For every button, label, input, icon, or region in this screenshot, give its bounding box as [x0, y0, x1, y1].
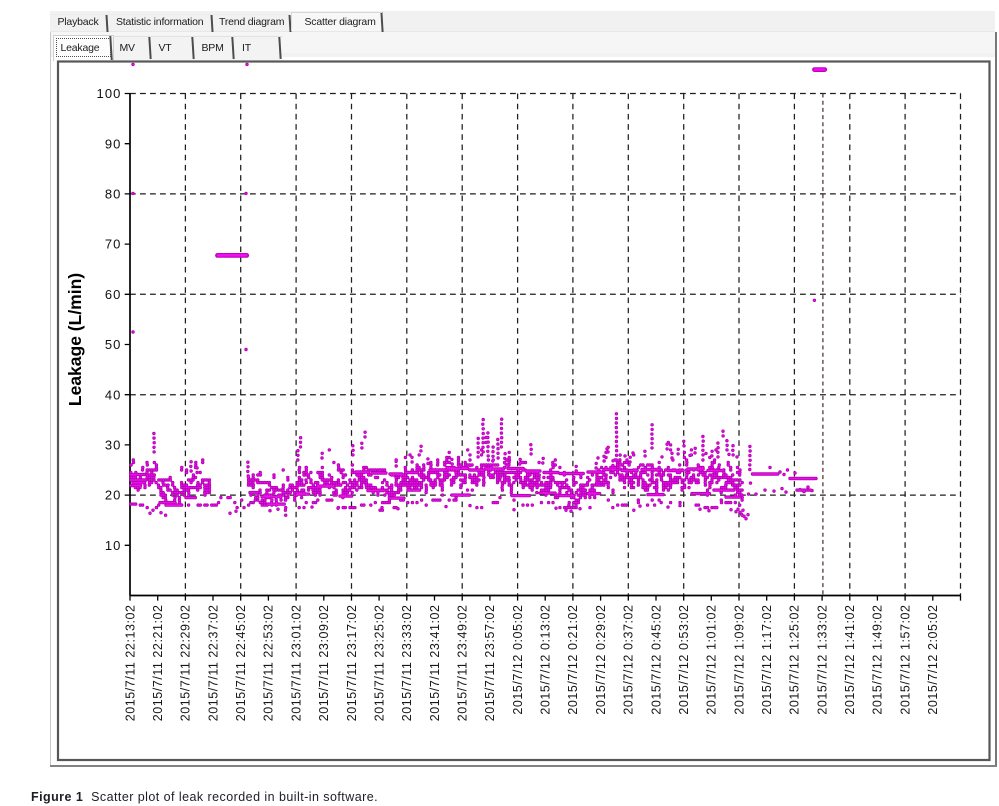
svg-text:2015/7/12 1:49:02: 2015/7/12 1:49:02: [871, 605, 885, 715]
svg-text:2015/7/11 23:49:02: 2015/7/11 23:49:02: [456, 605, 470, 722]
svg-text:2015/7/11 23:17:02: 2015/7/11 23:17:02: [345, 605, 359, 722]
svg-text:2015/7/12 1:09:02: 2015/7/12 1:09:02: [732, 605, 746, 715]
svg-text:2015/7/12 0:13:02: 2015/7/12 0:13:02: [539, 605, 553, 715]
svg-text:30: 30: [105, 438, 122, 453]
svg-text:40: 40: [105, 387, 122, 402]
svg-text:2015/7/11 23:57:02: 2015/7/11 23:57:02: [483, 605, 497, 722]
svg-text:2015/7/11 22:13:02: 2015/7/11 22:13:02: [123, 605, 137, 722]
svg-text:2015/7/11 23:01:02: 2015/7/11 23:01:02: [289, 605, 303, 722]
svg-text:10: 10: [105, 538, 122, 553]
svg-text:50: 50: [105, 337, 122, 352]
svg-text:2015/7/11 23:41:02: 2015/7/11 23:41:02: [428, 605, 442, 722]
svg-text:2015/7/12 0:05:02: 2015/7/12 0:05:02: [511, 605, 525, 715]
svg-text:2015/7/11 23:09:02: 2015/7/11 23:09:02: [317, 605, 331, 722]
svg-text:2015/7/12 1:17:02: 2015/7/12 1:17:02: [760, 605, 774, 715]
svg-text:2015/7/11 22:29:02: 2015/7/11 22:29:02: [179, 605, 193, 722]
svg-text:2015/7/11 22:53:02: 2015/7/11 22:53:02: [262, 605, 276, 722]
svg-text:2015/7/12 1:57:02: 2015/7/12 1:57:02: [898, 605, 912, 715]
svg-text:100: 100: [97, 86, 122, 101]
svg-text:2015/7/11 23:33:02: 2015/7/11 23:33:02: [400, 605, 414, 722]
svg-text:70: 70: [105, 237, 122, 252]
svg-text:90: 90: [105, 136, 122, 151]
svg-text:2015/7/12 1:41:02: 2015/7/12 1:41:02: [843, 605, 857, 715]
svg-text:2015/7/12 1:33:02: 2015/7/12 1:33:02: [815, 605, 829, 715]
svg-text:2015/7/12 1:01:02: 2015/7/12 1:01:02: [705, 605, 719, 715]
svg-text:2015/7/11 22:37:02: 2015/7/11 22:37:02: [206, 605, 220, 722]
svg-text:80: 80: [105, 187, 122, 202]
svg-text:2015/7/12 0:37:02: 2015/7/12 0:37:02: [622, 605, 636, 715]
svg-text:2015/7/12 1:25:02: 2015/7/12 1:25:02: [788, 605, 802, 715]
svg-text:2015/7/12 0:29:02: 2015/7/12 0:29:02: [594, 605, 608, 715]
svg-text:2015/7/12 0:45:02: 2015/7/12 0:45:02: [649, 605, 663, 715]
svg-text:2015/7/11 22:45:02: 2015/7/11 22:45:02: [234, 605, 248, 722]
svg-text:20: 20: [105, 488, 122, 503]
svg-text:2015/7/11 23:25:02: 2015/7/11 23:25:02: [372, 605, 386, 722]
svg-text:2015/7/12 0:53:02: 2015/7/12 0:53:02: [677, 605, 691, 715]
svg-text:60: 60: [105, 287, 122, 302]
svg-text:2015/7/12 2:05:02: 2015/7/12 2:05:02: [926, 605, 940, 715]
svg-text:2015/7/12 0:21:02: 2015/7/12 0:21:02: [566, 605, 580, 715]
svg-text:Leakage (L/min): Leakage (L/min): [65, 273, 85, 406]
svg-text:2015/7/11 22:21:02: 2015/7/11 22:21:02: [151, 605, 165, 722]
